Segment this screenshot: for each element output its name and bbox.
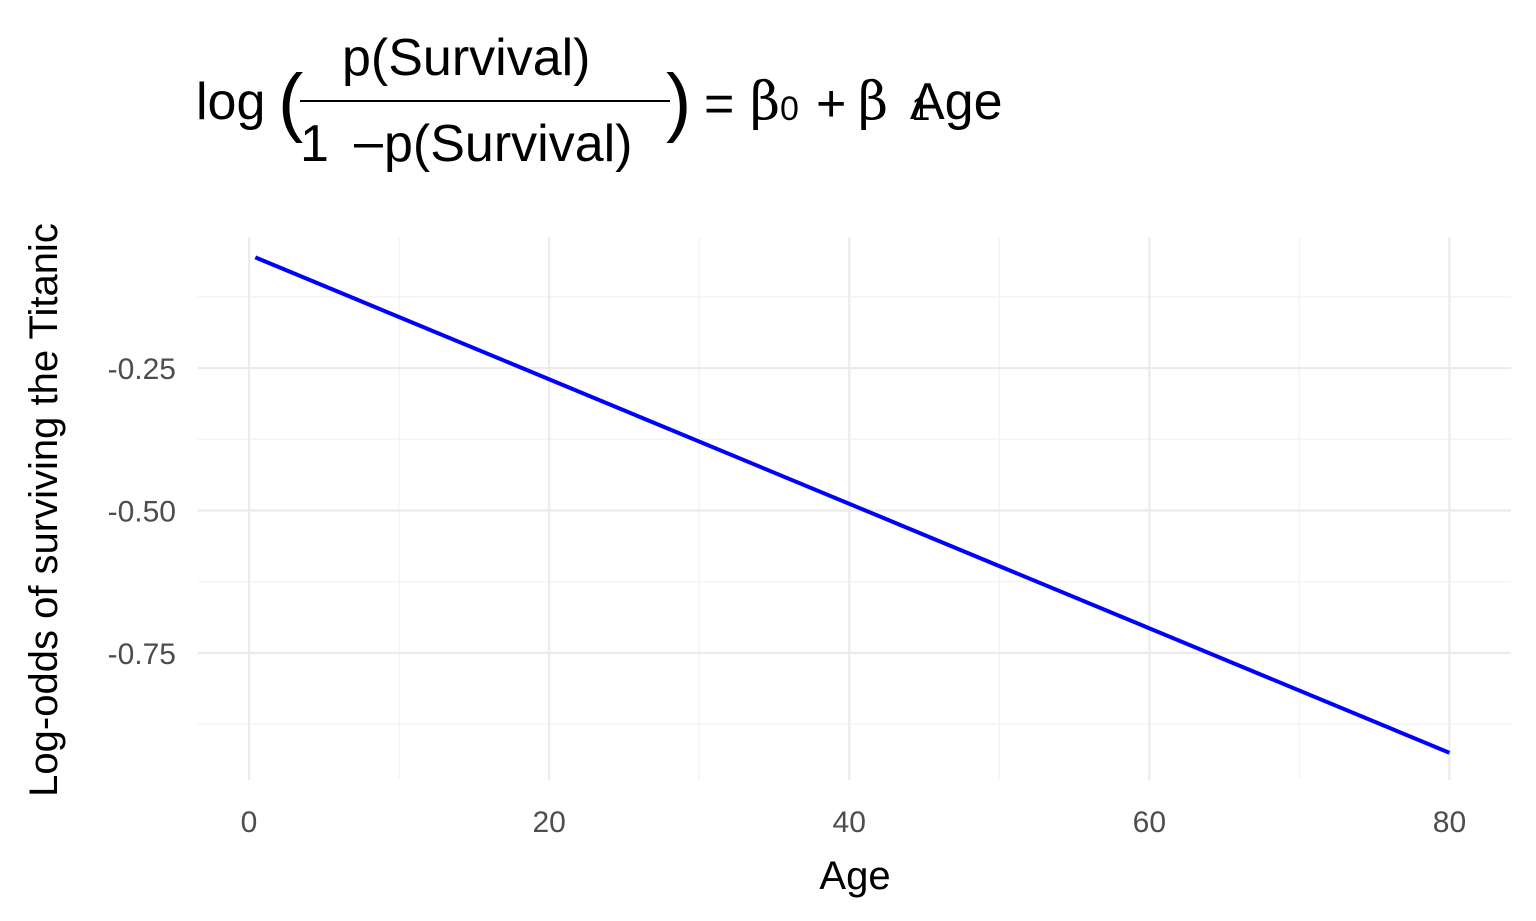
y-tick-label: -0.50 [108,495,176,528]
title-log: log [196,73,266,131]
x-tick-label: 80 [1433,806,1466,839]
title-denominator-p: p(Survival) [384,115,633,173]
y-tick-label: -0.25 [108,353,176,386]
chart-title: log ( p(Survival) 1 – p(Survival) ) = β … [196,26,1096,176]
y-tick-labels: -0.25 -0.50 -0.75 [108,353,176,671]
title-beta1: β [858,72,889,132]
title-beta0: β [750,72,781,132]
title-denominator-one: 1 [300,115,329,173]
title-age: Age [910,73,1003,131]
x-tick-label: 40 [833,806,866,839]
x-tick-label: 0 [241,806,258,839]
x-axis-title: Age [819,854,890,898]
title-fraction-bar [300,100,670,102]
grid [198,237,1511,780]
title-denominator-minus: – [354,113,383,171]
y-tick-label: -0.75 [108,638,176,671]
x-tick-label: 60 [1133,806,1166,839]
x-tick-labels: 0 20 40 60 80 [241,806,1466,839]
title-sub1: 1 [911,90,931,128]
title-numerator: p(Survival) [342,29,591,87]
y-axis-title: Log-odds of surviving the Titanic [22,223,66,797]
title-right-paren: ) [666,59,692,144]
series-line-0 [254,255,1451,755]
x-tick-label: 20 [532,806,565,839]
title-plus: + [816,75,847,133]
title-equals: = [704,75,735,133]
title-sub0: 0 [780,90,799,128]
series-layer [254,255,1451,755]
title-left-paren: ( [278,59,304,144]
